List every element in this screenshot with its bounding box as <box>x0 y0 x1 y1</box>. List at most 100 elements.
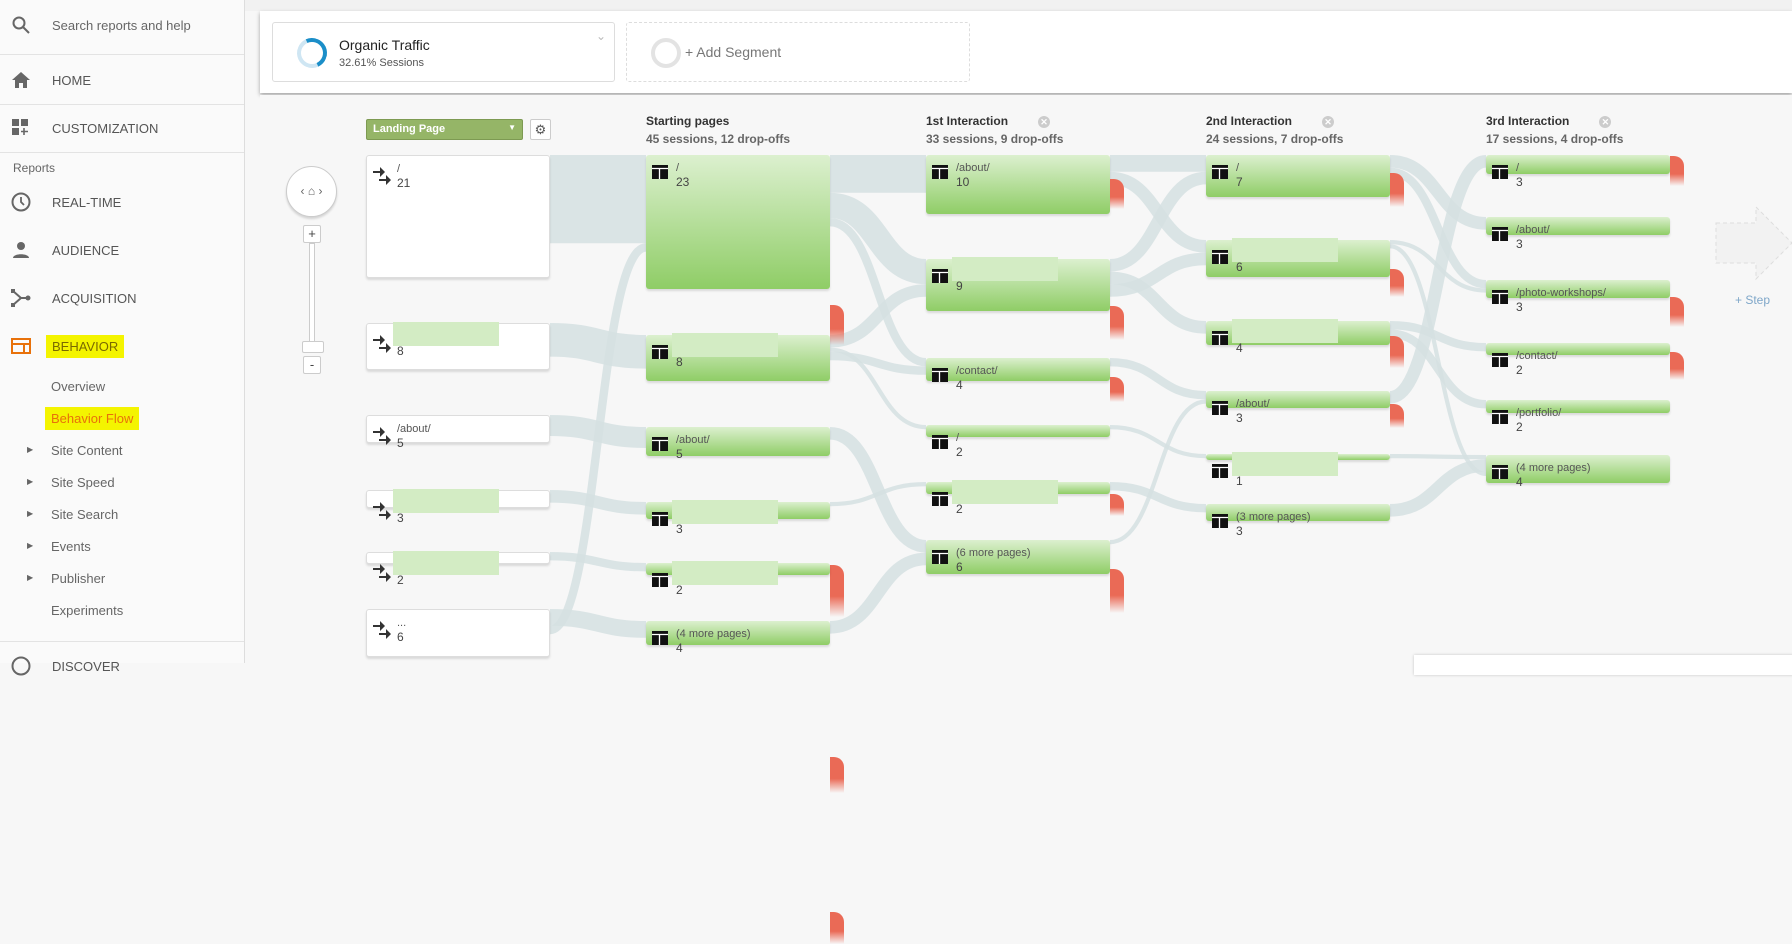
dropoff-marker[interactable] <box>1670 156 1684 186</box>
dropoff-marker[interactable] <box>1390 173 1404 207</box>
page-node[interactable]: /7 <box>1206 155 1390 197</box>
flow-link[interactable] <box>1389 454 1487 460</box>
flow-link[interactable] <box>1389 459 1487 517</box>
dropoff-marker[interactable] <box>1670 297 1684 327</box>
flow-link[interactable] <box>549 490 647 515</box>
add-step-arrow-icon[interactable] <box>1714 205 1792 281</box>
page-node[interactable]: (4 more pages) 4 <box>646 621 830 655</box>
flow-link[interactable] <box>549 552 647 572</box>
nav-realtime[interactable]: REAL-TIME <box>0 190 244 214</box>
expand-arrow-icon[interactable]: ▶ <box>27 541 34 550</box>
expand-arrow-icon[interactable]: ▶ <box>27 509 34 518</box>
page-node[interactable]: 2 <box>926 480 1110 516</box>
remove-step-icon[interactable]: ✕ <box>1322 115 1335 128</box>
dropoff-marker[interactable] <box>1390 404 1404 428</box>
flow-link[interactable] <box>1109 425 1207 459</box>
pan-home-control[interactable]: ‹ ⌂ › <box>286 166 337 217</box>
dropoff-marker[interactable] <box>830 305 844 345</box>
dropoff-marker[interactable] <box>1390 269 1404 297</box>
flow-link[interactable] <box>1389 321 1487 352</box>
expand-arrow-icon[interactable]: ▶ <box>27 573 34 582</box>
dropoff-marker[interactable] <box>1110 494 1124 516</box>
nav-site-search[interactable]: Site Search <box>51 507 119 522</box>
landing-page-node[interactable]: ... 6 <box>366 609 550 657</box>
search-box[interactable]: Search reports and help <box>0 12 244 38</box>
page-node[interactable]: 4 <box>1206 319 1390 355</box>
expand-arrow-icon[interactable]: ▶ <box>27 445 34 454</box>
dropoff-marker[interactable] <box>1110 569 1124 613</box>
dropoff-marker[interactable] <box>1110 179 1124 209</box>
flow-link[interactable] <box>1109 358 1207 400</box>
landing-page-node[interactable]: 8 <box>366 322 550 370</box>
page-node[interactable]: /portfolio/2 <box>1486 400 1670 434</box>
zoom-out-button[interactable]: - <box>303 356 321 374</box>
flow-link[interactable] <box>829 427 927 553</box>
page-node[interactable]: (6 more pages) 6 <box>926 540 1110 574</box>
flow-link[interactable] <box>1389 244 1487 476</box>
landing-page-node[interactable]: /about/5 <box>366 415 550 450</box>
nav-behavior-overview[interactable]: Overview <box>51 379 106 394</box>
add-step-button[interactable]: + Step <box>1735 293 1771 307</box>
nav-audience[interactable]: AUDIENCE <box>0 238 244 262</box>
zoom-slider-handle[interactable] <box>302 341 324 353</box>
page-node[interactable]: /about/3 <box>1206 391 1390 425</box>
dropoff-marker[interactable] <box>1670 352 1684 380</box>
nav-discover[interactable]: DISCOVER <box>0 654 244 678</box>
flow-link[interactable] <box>829 284 927 348</box>
page-node[interactable]: 3 <box>646 500 830 536</box>
chevron-down-icon[interactable]: ⌄ <box>595 29 606 43</box>
nav-events[interactable]: Events <box>51 539 91 554</box>
remove-step-icon[interactable]: ✕ <box>1599 115 1612 128</box>
nav-experiments[interactable]: Experiments <box>51 603 124 618</box>
flow-link[interactable] <box>829 482 927 507</box>
add-segment-button[interactable]: + Add Segment <box>626 22 970 82</box>
page-node[interactable]: /23 <box>646 155 830 289</box>
page-node[interactable]: /contact/2 <box>1486 343 1670 377</box>
page-node[interactable]: /about/5 <box>646 427 830 461</box>
page-node[interactable]: (3 more pages) 3 <box>1206 504 1390 538</box>
dropoff-marker[interactable] <box>830 912 844 944</box>
dropoff-marker[interactable] <box>1390 336 1404 368</box>
dropoff-marker[interactable] <box>830 757 844 793</box>
segment-organic-traffic[interactable]: Organic Traffic 32.61% Sessions ⌄ <box>272 22 615 82</box>
flow-link[interactable] <box>1389 167 1487 289</box>
page-node[interactable]: /photo-workshops/3 <box>1486 280 1670 314</box>
page-node[interactable]: 2 <box>646 561 830 597</box>
flow-link[interactable] <box>829 218 927 367</box>
nav-publisher[interactable]: Publisher <box>51 571 106 586</box>
page-node[interactable]: 6 <box>1206 238 1390 277</box>
page-node[interactable]: /about/3 <box>1486 217 1670 251</box>
expand-arrow-icon[interactable]: ▶ <box>27 477 34 486</box>
landing-page-node[interactable]: /21 <box>366 155 550 278</box>
page-node[interactable]: (4 more pages) 4 <box>1486 455 1670 489</box>
page-node[interactable]: /contact/4 <box>926 358 1110 392</box>
zoom-in-button[interactable]: + <box>303 225 321 243</box>
dropoff-marker[interactable] <box>1110 377 1124 402</box>
flow-link[interactable] <box>1109 252 1207 297</box>
flow-link[interactable] <box>1109 171 1207 272</box>
flow-link[interactable] <box>549 323 647 369</box>
page-node[interactable]: 9 <box>926 257 1110 311</box>
page-node[interactable]: /2 <box>926 425 1110 459</box>
flow-link[interactable] <box>1389 155 1487 230</box>
flow-link[interactable] <box>1109 271 1207 334</box>
flow-link[interactable] <box>829 351 927 375</box>
page-node[interactable]: /3 <box>1486 155 1670 189</box>
landing-page-node[interactable]: 3 <box>366 489 550 525</box>
gear-icon[interactable]: ⚙ <box>530 119 551 140</box>
search-input[interactable]: Search reports and help <box>52 17 191 33</box>
page-node[interactable]: 1 <box>1206 452 1390 488</box>
flow-link[interactable] <box>828 192 928 285</box>
dropoff-marker[interactable] <box>1110 306 1124 340</box>
zoom-slider-track[interactable] <box>309 243 315 343</box>
remove-step-icon[interactable]: ✕ <box>1038 115 1051 128</box>
flow-link[interactable] <box>1109 399 1207 545</box>
flow-link[interactable] <box>829 552 927 634</box>
flow-link[interactable] <box>1109 482 1207 513</box>
nav-behavior-flow[interactable]: Behavior Flow <box>45 407 140 430</box>
landing-page-node[interactable]: 2 <box>366 551 550 587</box>
page-node[interactable]: /about/10 <box>926 155 1110 214</box>
nav-behavior[interactable]: BEHAVIOR <box>0 334 244 358</box>
flow-link[interactable] <box>1388 155 1488 404</box>
dropoff-marker[interactable] <box>830 565 844 617</box>
